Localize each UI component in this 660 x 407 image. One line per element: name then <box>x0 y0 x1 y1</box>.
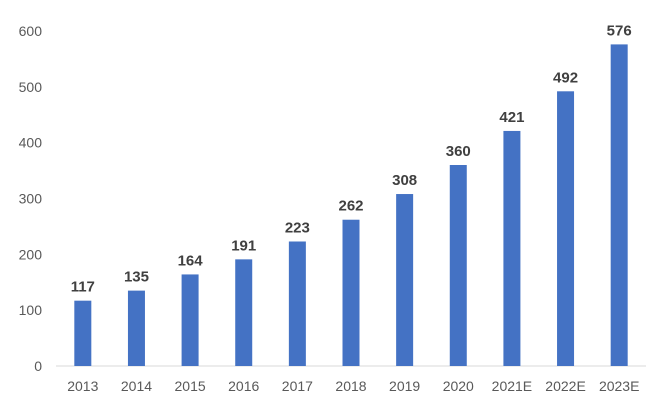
bars <box>74 44 628 367</box>
bar-2015 <box>181 274 199 366</box>
data-label-2013: 117 <box>71 279 95 296</box>
data-label-2016: 191 <box>231 237 256 254</box>
x-tick-label: 2017 <box>282 378 313 394</box>
bar-2017 <box>288 241 306 366</box>
data-label-2023E: 576 <box>607 22 632 39</box>
data-label-2020: 360 <box>446 143 471 160</box>
x-tick-label: 2015 <box>175 378 206 394</box>
x-tick-label: 2013 <box>67 378 98 394</box>
y-tick-label: 100 <box>19 302 43 318</box>
data-labels: 117 135 164 191 223 262 308 360 421 492 576 <box>71 22 632 295</box>
data-label-2015: 164 <box>178 252 204 269</box>
x-tick-label: 2016 <box>228 378 259 394</box>
bar-2019 <box>396 194 414 366</box>
y-tick-label: 400 <box>19 135 43 151</box>
data-label-2018: 262 <box>338 198 363 215</box>
bar-2013 <box>74 300 92 366</box>
y-tick-label: 0 <box>34 358 42 374</box>
x-tick-label: 2018 <box>335 378 366 394</box>
data-label-2021E: 421 <box>499 109 524 126</box>
x-tick-label: 2023E <box>599 378 639 394</box>
y-tick-label: 300 <box>19 191 43 207</box>
y-tick-label: 200 <box>19 246 43 262</box>
bar-2014 <box>127 290 145 366</box>
bar-2018 <box>342 219 360 366</box>
data-label-2017: 223 <box>285 219 310 236</box>
y-tick-label: 500 <box>19 79 43 95</box>
data-label-2022E: 492 <box>553 69 578 86</box>
bar-2022E <box>557 91 575 367</box>
x-tick-label: 2014 <box>121 378 152 394</box>
bar-2016 <box>235 259 253 366</box>
y-tick-label: 600 <box>19 23 43 39</box>
bar-2023E <box>610 44 628 367</box>
x-tick-label: 2021E <box>492 378 532 394</box>
bar-2021E <box>503 130 521 366</box>
data-label-2019: 308 <box>392 172 417 189</box>
x-tick-label: 2022E <box>545 378 585 394</box>
y-axis: 0 100 200 300 400 500 600 <box>19 23 43 374</box>
bar-2020 <box>449 165 467 366</box>
x-tick-label: 2019 <box>389 378 420 394</box>
data-label-2014: 135 <box>124 269 149 286</box>
x-tick-label: 2020 <box>443 378 474 394</box>
x-axis: 2013 2014 2015 2016 2017 2018 2019 2020 2021E 202… <box>67 378 639 394</box>
